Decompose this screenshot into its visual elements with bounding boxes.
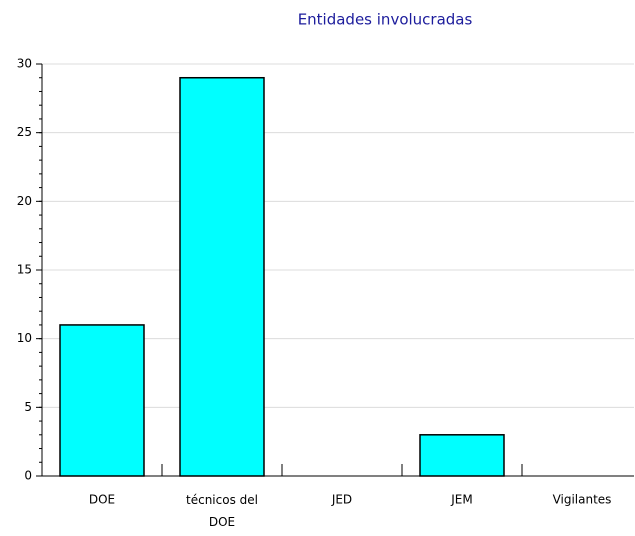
y-tick-label: 20 xyxy=(17,194,32,208)
bar xyxy=(59,324,145,477)
x-tick-label: Vigilantes xyxy=(553,493,612,507)
bar xyxy=(419,434,505,477)
chart-title: Entidades involucradas xyxy=(298,11,473,29)
y-tick-label: 15 xyxy=(17,263,32,277)
y-tick-label: 10 xyxy=(17,331,32,345)
y-tick-label: 0 xyxy=(24,469,32,483)
x-tick-label: JEM xyxy=(450,493,472,507)
x-tick-label: técnicos del DOE xyxy=(186,493,258,529)
bar xyxy=(179,76,265,477)
x-tick-label: JED xyxy=(331,493,352,507)
x-tick-label: DOE xyxy=(89,493,115,507)
y-tick-label: 5 xyxy=(24,400,32,414)
y-tick-label: 25 xyxy=(17,125,32,139)
y-tick-label: 30 xyxy=(17,57,32,71)
